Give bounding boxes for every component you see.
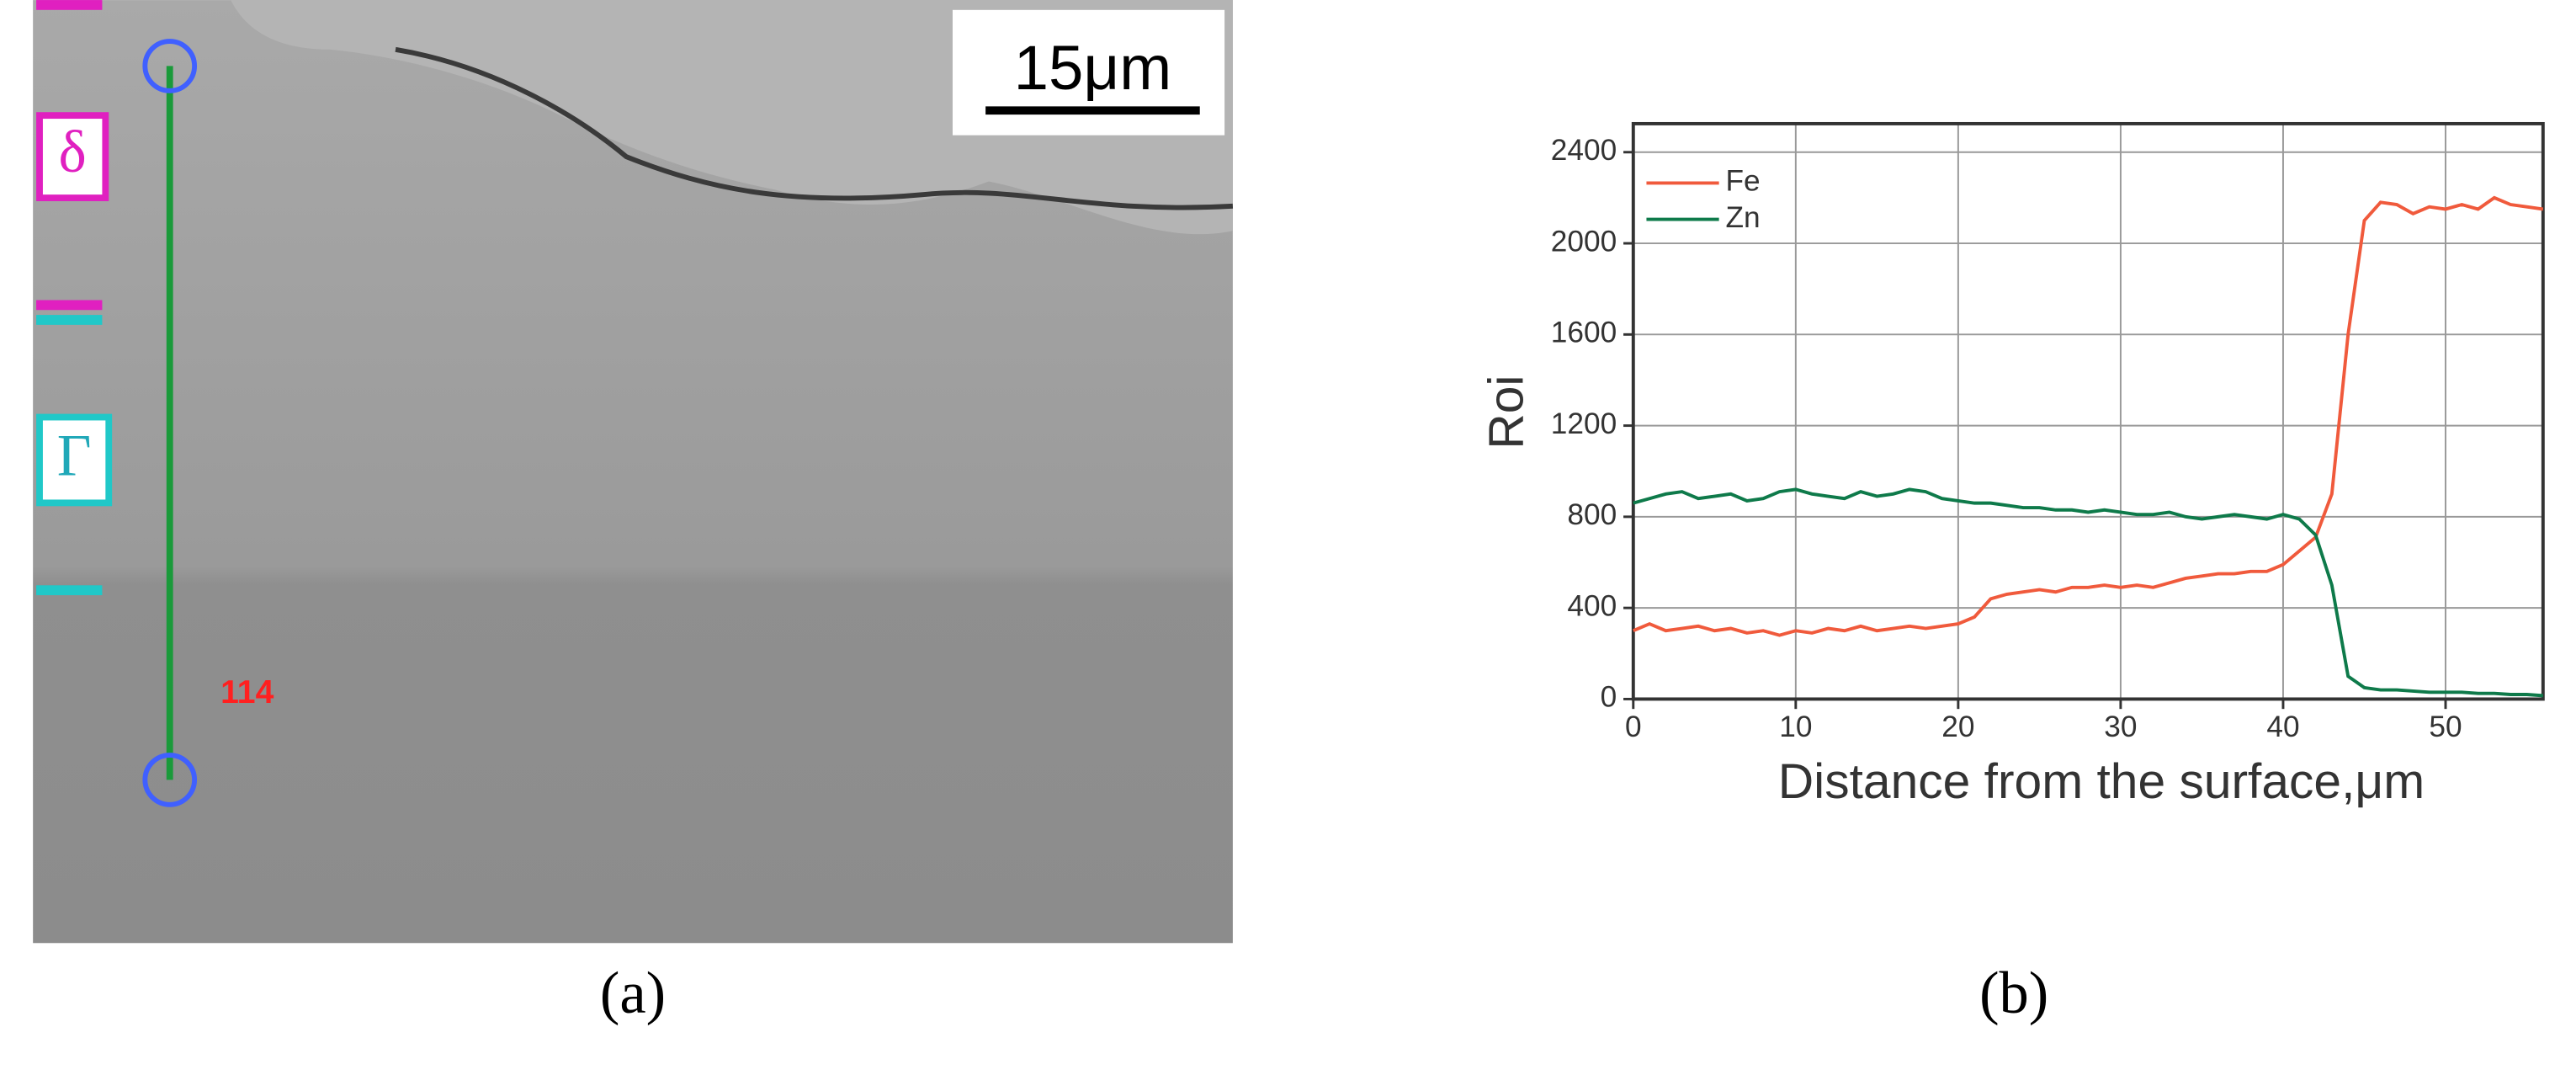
plot-frame	[1631, 121, 2545, 701]
caption: (b)	[1979, 961, 2048, 1026]
x-tick-label: 30	[2104, 710, 2137, 743]
phase-label: δ	[59, 120, 87, 185]
y-tick-label: 2400	[1551, 134, 1617, 167]
y-tick-label: 2000	[1551, 225, 1617, 258]
y-tick-label: 1600	[1551, 317, 1617, 349]
phase-label: Γ	[57, 423, 92, 489]
y-tick-label: 400	[1567, 589, 1617, 622]
marker-label: 114	[220, 674, 274, 710]
y-tick-label: 800	[1567, 498, 1617, 531]
scale-bar-label: 15μm	[1014, 33, 1172, 103]
y-axis-title: Roi	[1479, 375, 1533, 450]
sem-image	[33, 0, 1234, 944]
data-line	[1633, 195, 2544, 637]
legend-label: Fe	[1725, 165, 1760, 198]
legend-label: Zn	[1725, 201, 1760, 234]
x-tick-label: 10	[1779, 710, 1812, 743]
y-tick-label: 1200	[1551, 407, 1617, 440]
data-line	[1633, 487, 2543, 698]
y-tick-label: 0	[1601, 681, 1617, 714]
x-tick-label: 0	[1625, 710, 1642, 743]
x-tick-label: 50	[2429, 710, 2462, 743]
x-tick-label: 20	[1941, 710, 1974, 743]
caption: (a)	[600, 961, 666, 1026]
x-axis-title: Distance from the surface,μm	[1778, 754, 2425, 809]
x-tick-label: 40	[2266, 710, 2299, 743]
